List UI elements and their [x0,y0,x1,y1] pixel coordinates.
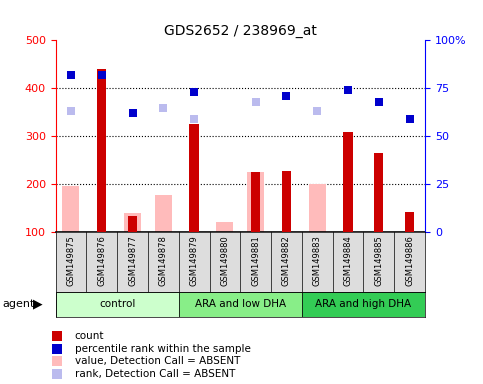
Text: GSM149885: GSM149885 [374,235,384,286]
Text: rank, Detection Call = ABSENT: rank, Detection Call = ABSENT [75,369,235,379]
Text: control: control [99,299,135,310]
Text: GSM149877: GSM149877 [128,235,137,286]
Text: value, Detection Call = ABSENT: value, Detection Call = ABSENT [75,356,240,366]
Text: GSM149876: GSM149876 [97,235,106,286]
Bar [251,172,260,232]
Text: count: count [75,331,104,341]
Text: agent: agent [2,299,35,310]
Text: percentile rank within the sample: percentile rank within the sample [75,344,251,354]
Bar [97,69,106,232]
Text: GSM149882: GSM149882 [282,235,291,286]
Text: GSM149879: GSM149879 [190,235,199,286]
Bar [282,171,291,232]
Bar [56,292,179,317]
Bar [302,292,425,317]
Text: ARA and low DHA: ARA and low DHA [195,299,286,310]
Text: GSM149875: GSM149875 [67,235,75,286]
Bar [343,131,353,232]
Text: ▶: ▶ [33,298,43,311]
Bar [179,292,302,317]
Bar [189,124,199,232]
Title: GDS2652 / 238969_at: GDS2652 / 238969_at [164,24,317,38]
Text: GSM149886: GSM149886 [405,235,414,286]
Bar [405,212,414,232]
Text: GSM149883: GSM149883 [313,235,322,286]
Text: GSM149878: GSM149878 [159,235,168,286]
Bar [374,153,384,232]
Text: ARA and high DHA: ARA and high DHA [315,299,412,310]
Bar [155,195,172,232]
Bar [128,215,137,232]
Bar [309,184,326,232]
Bar [216,222,233,232]
Text: GSM149880: GSM149880 [220,235,229,286]
Bar [247,172,264,232]
Bar [62,186,79,232]
Text: GSM149881: GSM149881 [251,235,260,286]
Text: GSM149884: GSM149884 [343,235,353,286]
Bar [124,213,141,232]
